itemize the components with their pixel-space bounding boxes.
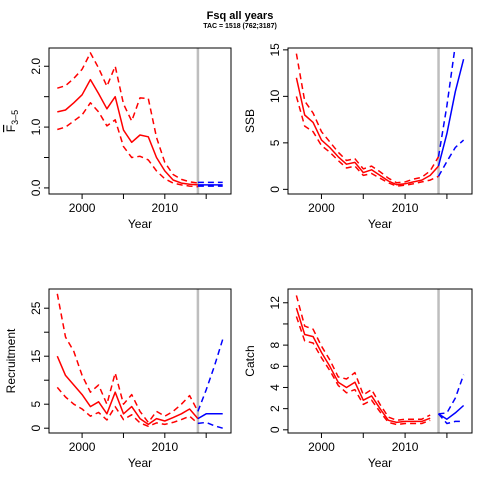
series-hist-lower [295,316,431,426]
x-axis-label: Year [368,456,392,470]
y-tick-label: 4 [268,384,282,391]
x-tick-label: 2010 [151,440,178,454]
plot-frame [287,288,473,434]
y-tick-label: 6 [268,363,282,370]
y-axis-label: Catch [243,345,257,376]
series-hist-lower [295,96,439,187]
series-proj-upper [197,339,224,412]
y-tick-label: 5 [29,401,43,408]
x-tick-label: 2010 [392,201,419,215]
series-proj-lower [437,413,464,425]
plot-frame [287,47,473,195]
x-tick-label: 2000 [308,440,335,454]
y-tick-label: 10 [268,89,282,103]
series-proj-mid [437,59,465,167]
y-axis-label: Recruitment [4,328,18,393]
x-tick-label: 2000 [69,201,96,215]
y-tick-label: 25 [29,301,43,315]
plot-frame [48,47,232,195]
series-hist-lower [57,102,198,188]
series-proj-mid [197,413,223,420]
series-hist-upper [295,295,431,422]
series-proj-upper [438,374,465,415]
series-proj-upper [437,48,456,157]
series-proj-mid [438,404,465,420]
y-tick-label: 2 [268,405,282,412]
y-tick-label: 12 [268,296,282,310]
panel-2: 2000 2010 0 5 15 25 Year Recruitment [4,288,232,470]
y-tick-label: 8 [268,341,282,348]
page-title: Fsq all years [206,10,274,22]
y-tick-label: 0 [268,186,282,193]
x-tick-label: 2010 [151,201,178,215]
x-tick-label: 2010 [392,440,419,454]
series-hist-mid [57,78,198,186]
series-hist-mid [56,355,199,426]
panel-3: 2000 2010 0 2 4 6 8 12 Year Catch [243,288,473,470]
plot-frame [48,288,232,434]
series-hist-lower [56,386,199,428]
panel-1: 2000 2010 0 5 10 15 Year SSB [243,43,473,231]
x-axis-label: Year [128,456,152,470]
y-tick-label: 0 [29,425,43,432]
x-tick-label: 2000 [69,440,96,454]
series-hist-upper [295,53,440,184]
y-tick-label: 1.0 [29,118,43,135]
series-hist-upper [57,52,199,184]
y-tick-label: 5 [268,139,282,146]
y-axis-label: SSB [243,109,257,133]
y-axis-label: F3–5 [4,110,20,132]
page-subtitle: TAC = 1518 (762;3187) [203,23,277,30]
series-proj-lower [197,421,223,429]
series-hist-mid [295,307,431,424]
series-proj-lower [437,139,465,177]
x-axis-label: Year [368,217,392,231]
y-tick-label: 15 [268,43,282,57]
x-axis-label: Year [128,217,152,231]
y-tick-label: 0 [268,426,282,433]
x-tick-label: 2000 [308,201,335,215]
y-tick-label: 15 [29,349,43,363]
series-hist-mid [295,77,440,186]
panel-0: 2000 2010 0.0 1.0 2.0 Year F3–5 [4,47,232,231]
y-tick-label: 2.0 [29,58,43,75]
y-tick-label: 0.0 [29,179,43,196]
series-hist-upper [56,293,199,424]
